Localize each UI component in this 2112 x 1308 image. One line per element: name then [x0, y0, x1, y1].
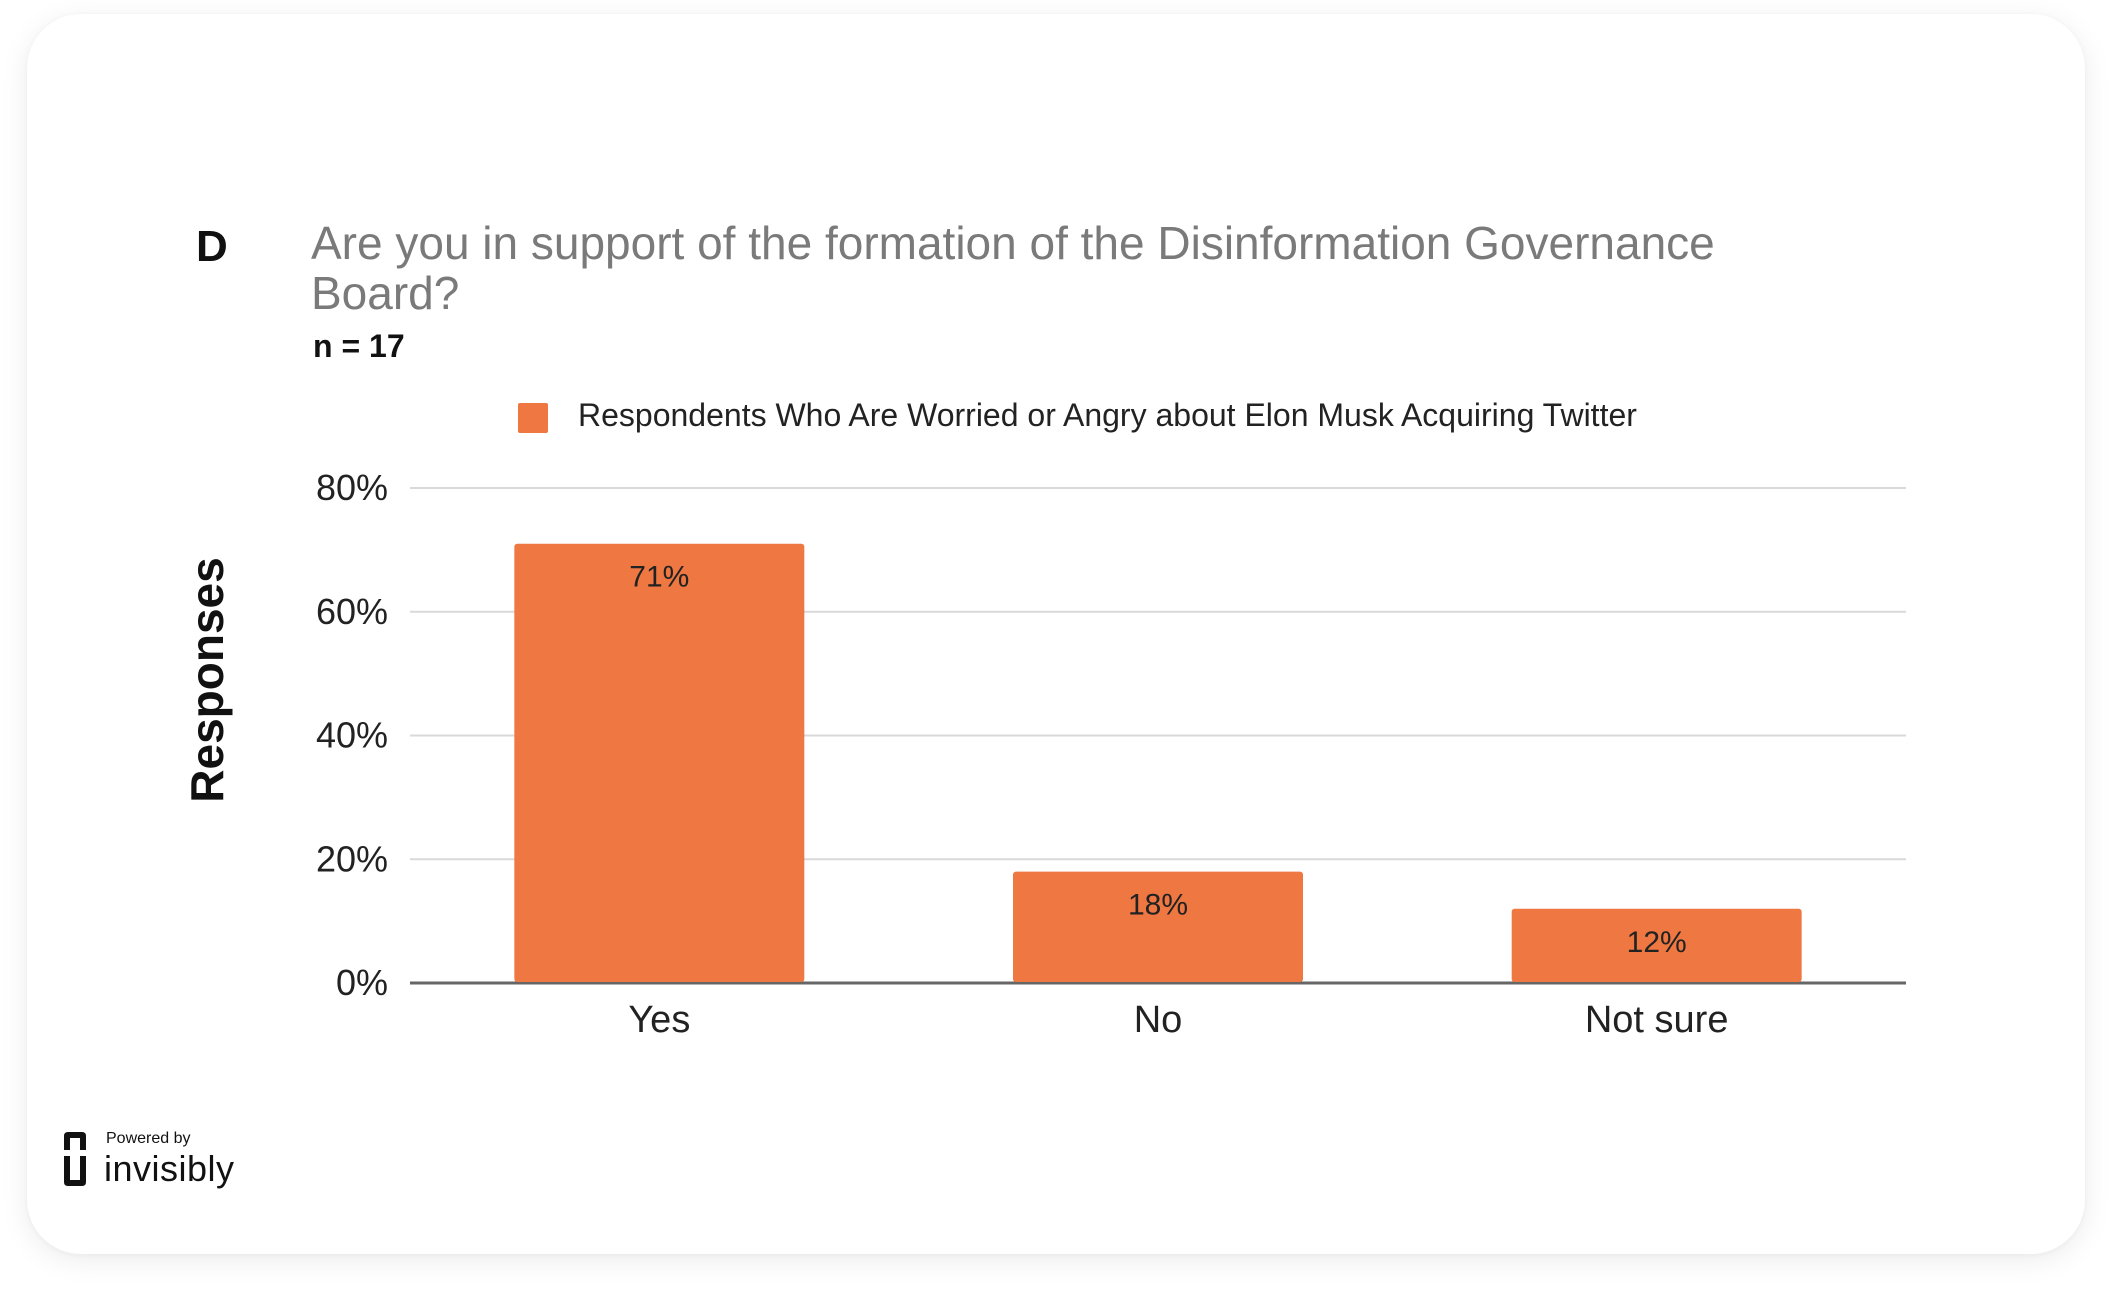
powered-by-text: Powered by	[106, 1130, 191, 1147]
bar-data-label: 71%	[629, 561, 689, 594]
panel-letter: D	[196, 222, 228, 271]
x-tick-label: Yes	[628, 999, 690, 1041]
bar-yes	[514, 543, 805, 982]
chart-legend: Respondents Who Are Worried or Angry abo…	[518, 397, 1637, 433]
y-tick-label: 80%	[316, 467, 388, 508]
bar-not-sure	[1511, 908, 1802, 982]
y-tick-label: 20%	[316, 838, 388, 879]
x-tick-label: No	[1134, 999, 1183, 1041]
y-tick-label: 40%	[316, 715, 388, 756]
y-tick-labels: 0% 20% 40% 60% 80%	[316, 467, 388, 1003]
x-tick-label: Not sure	[1585, 999, 1729, 1041]
legend-swatch	[518, 403, 548, 433]
chart-title: Are you in support of the formation of t…	[311, 217, 1715, 319]
legend-label: Respondents Who Are Worried or Angry abo…	[578, 397, 1637, 433]
y-axis-label: Responses	[181, 557, 233, 802]
x-tick-labels: Yes No Not sure	[628, 999, 1728, 1041]
y-tick-label: 60%	[316, 591, 388, 632]
chart-bars: 71% 18% 12%	[514, 543, 1802, 982]
brand-name: invisibly	[104, 1148, 235, 1189]
y-tick-label: 0%	[336, 962, 388, 1003]
chart-card	[27, 14, 2085, 1254]
bar-data-label: 18%	[1128, 889, 1188, 922]
brand-badge: Powered by invisibly	[62, 1128, 322, 1192]
chart-subtitle: n = 17	[313, 328, 405, 364]
invisibly-logo-icon	[64, 1132, 86, 1186]
bar-no	[1013, 871, 1303, 982]
bar-data-label: 12%	[1627, 926, 1687, 959]
